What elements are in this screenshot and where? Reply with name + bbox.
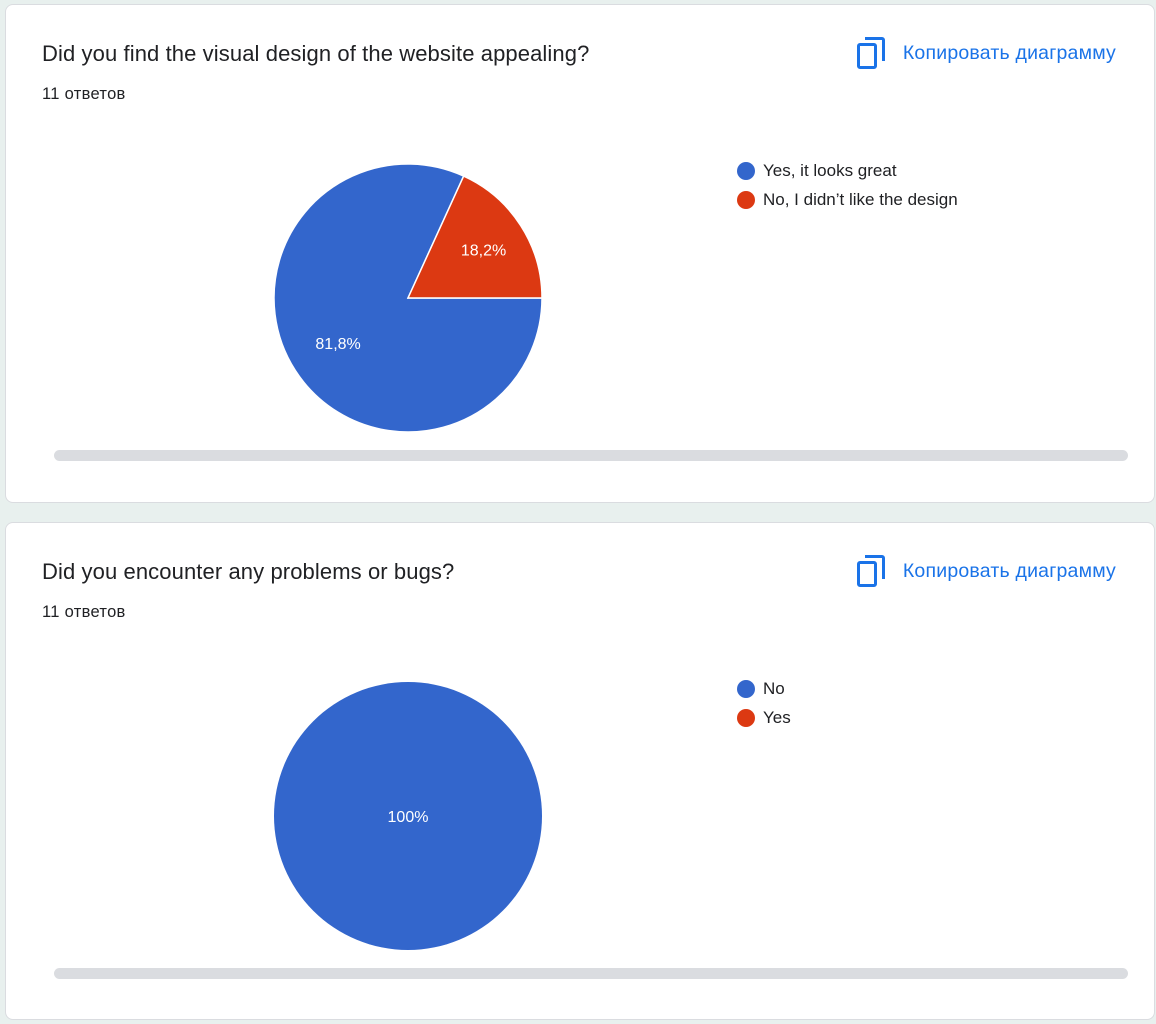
legend-item[interactable]: No, I didn’t like the design: [737, 185, 958, 214]
legend-label: Yes, it looks great: [763, 160, 897, 180]
pie-slice-label: 18,2%: [461, 242, 506, 259]
legend-swatch: [737, 190, 755, 209]
legend-label: Yes: [763, 707, 791, 727]
question-card: Did you encounter any problems or bugs? …: [5, 522, 1155, 1020]
pie-slice-label: 81,8%: [315, 336, 360, 353]
copy-icon: [856, 37, 885, 69]
chart-legend: No Yes: [737, 674, 791, 732]
copy-chart-label: Копировать диаграмму: [902, 41, 1116, 64]
legend-swatch: [737, 161, 755, 180]
legend-swatch: [737, 679, 755, 698]
horizontal-scrollbar[interactable]: [54, 450, 1128, 461]
copy-chart-button[interactable]: Копировать диаграмму: [856, 35, 1116, 71]
horizontal-scrollbar[interactable]: [54, 968, 1128, 979]
chart-legend: Yes, it looks great No, I didn’t like the…: [737, 156, 958, 214]
question-title: Did you find the visual design of the we…: [42, 41, 590, 66]
response-count: 11 ответов: [42, 603, 126, 621]
pie-slice-label: 100%: [388, 809, 429, 826]
legend-item[interactable]: No: [737, 674, 791, 703]
copy-chart-button[interactable]: Копировать диаграмму: [856, 553, 1116, 589]
pie-chart: 81,8% 18,2%: [273, 163, 543, 433]
copy-icon: [856, 555, 885, 587]
pie-chart: 100%: [274, 682, 542, 950]
legend-item[interactable]: Yes: [737, 703, 791, 732]
response-count: 11 ответов: [42, 85, 126, 103]
legend-label: No: [763, 678, 785, 698]
pie-slice[interactable]: [406, 175, 543, 299]
pie-slice[interactable]: [274, 682, 542, 950]
question-card: Did you find the visual design of the we…: [5, 4, 1155, 503]
legend-label: No, I didn’t like the design: [763, 189, 958, 209]
question-title: Did you encounter any problems or bugs?: [42, 559, 455, 584]
legend-swatch: [737, 708, 755, 727]
copy-chart-label: Копировать диаграмму: [902, 559, 1116, 582]
legend-item[interactable]: Yes, it looks great: [737, 156, 958, 185]
